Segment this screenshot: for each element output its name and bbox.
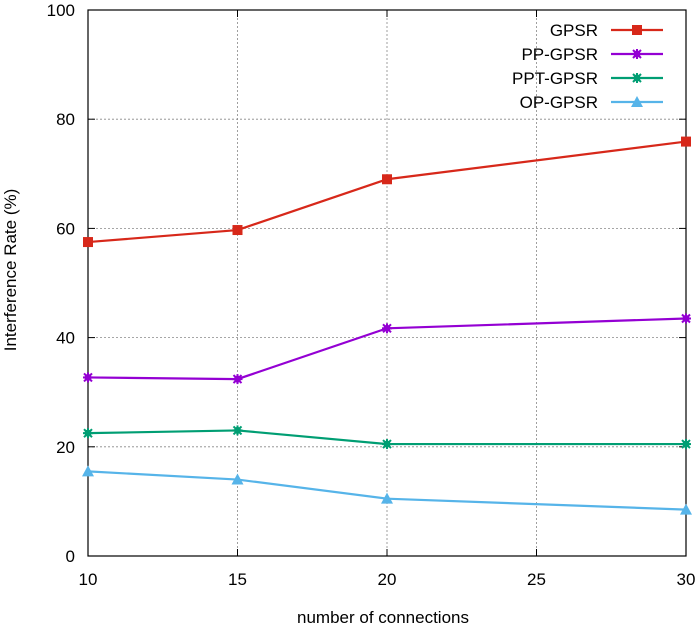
- marker-ray: [83, 372, 93, 383]
- legend-label: OP-GPSR: [520, 93, 598, 112]
- legend-entry-pp-gpsr: PP-GPSR: [521, 45, 663, 64]
- data-point: [681, 313, 691, 324]
- series-pp-gpsr: [83, 313, 691, 385]
- legend-entry-ppt-gpsr: PPT-GPSR: [512, 69, 663, 88]
- marker-ray: [681, 313, 691, 324]
- x-tick-label: 10: [79, 570, 98, 589]
- y-tick-label: 0: [66, 547, 75, 566]
- y-tick-label: 100: [47, 1, 75, 20]
- series-op-gpsr: [82, 465, 692, 515]
- data-point: [232, 374, 243, 385]
- data-point: [382, 174, 392, 185]
- data-point: [232, 225, 243, 236]
- marker-ray: [382, 323, 392, 334]
- series-line: [87, 429, 686, 446]
- grid-lines: [88, 10, 686, 556]
- marker-ray: [83, 428, 93, 438]
- series-line: [87, 317, 687, 381]
- legend: GPSR PP-GPSR PPT-GPSR OP-GPSR: [512, 21, 663, 112]
- x-axis-label: number of connections: [297, 608, 469, 627]
- legend-marker: [631, 96, 643, 107]
- y-tick-label: 80: [56, 110, 75, 129]
- legend-marker: [632, 73, 642, 83]
- series-ppt-gpsr: [83, 425, 691, 450]
- data-point: [681, 136, 691, 147]
- series-line: [87, 140, 687, 244]
- legend-marker: [632, 25, 642, 35]
- marker-ray: [232, 374, 243, 384]
- x-tick-label: 30: [677, 570, 696, 589]
- data-point: [83, 372, 93, 383]
- y-axis-label: Interference Rate (%): [1, 189, 20, 352]
- data-point: [381, 492, 393, 504]
- legend-entry-op-gpsr: OP-GPSR: [520, 93, 663, 112]
- data-point: [680, 503, 692, 515]
- y-tick-label: 20: [56, 438, 75, 457]
- marker-ray: [632, 49, 642, 59]
- data-point: [231, 473, 244, 485]
- marker-ray: [232, 425, 243, 436]
- legend-label: GPSR: [550, 21, 598, 40]
- data-point: [82, 465, 94, 477]
- y-tick-label: 40: [56, 329, 75, 348]
- marker-ray: [632, 73, 642, 83]
- data-point: [83, 428, 93, 439]
- data-point: [232, 425, 243, 436]
- x-tick-label: 20: [378, 570, 397, 589]
- data-point: [83, 237, 93, 248]
- y-tick-label: 60: [56, 219, 75, 238]
- x-tick-label: 15: [228, 570, 247, 589]
- series-gpsr: [83, 136, 691, 248]
- data-point: [382, 323, 392, 334]
- marker-ray: [681, 439, 691, 449]
- x-tick-label: 25: [527, 570, 546, 589]
- legend-marker: [632, 49, 642, 59]
- series-line: [87, 470, 687, 511]
- data-point: [681, 439, 691, 450]
- data-point: [382, 439, 392, 450]
- legend-entry-gpsr: GPSR: [550, 21, 663, 40]
- axis-ticks: 0 20 40 60 80 100 10 15 20 25 30: [47, 1, 696, 589]
- series-group: [82, 136, 692, 515]
- legend-label: PP-GPSR: [521, 45, 598, 64]
- marker-ray: [382, 439, 392, 449]
- legend-label: PPT-GPSR: [512, 69, 598, 88]
